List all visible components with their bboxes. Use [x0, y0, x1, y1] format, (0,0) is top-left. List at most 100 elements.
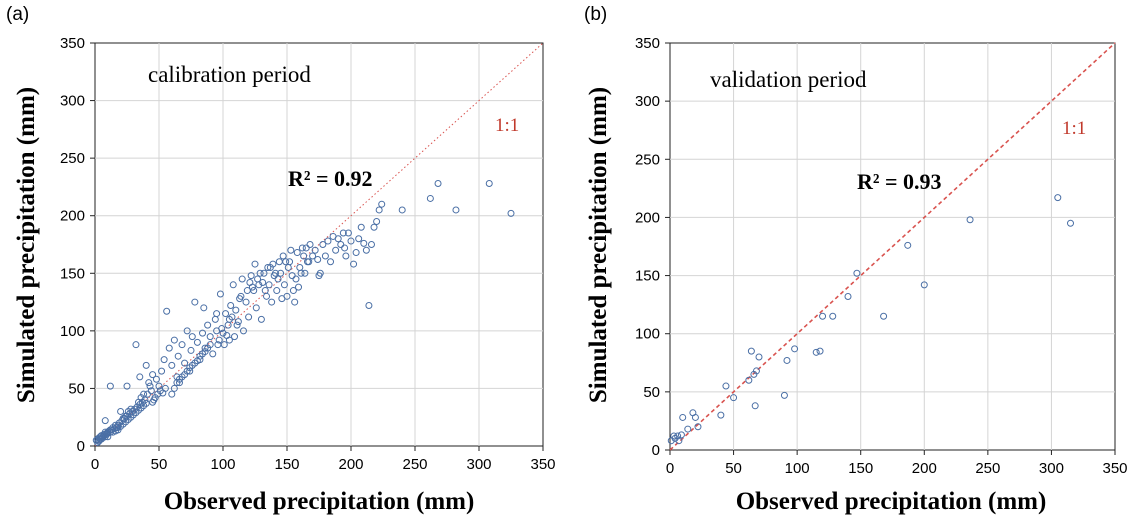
- y-tick-label: 250: [60, 150, 85, 167]
- data-point: [211, 315, 219, 323]
- data-point: [1054, 194, 1062, 202]
- data-point: [288, 272, 296, 280]
- data-point: [722, 382, 730, 390]
- data-point: [170, 384, 178, 392]
- y-tick-label: 100: [635, 326, 660, 343]
- data-point: [219, 329, 227, 337]
- x-tick-label: 0: [91, 456, 99, 473]
- data-point: [375, 206, 383, 214]
- x-tick-label: 200: [338, 456, 363, 473]
- data-point: [201, 344, 209, 352]
- data-point: [155, 382, 163, 390]
- data-point: [204, 321, 212, 329]
- data-point: [215, 336, 223, 344]
- data-point: [691, 413, 699, 421]
- data-point: [344, 229, 352, 237]
- data-point: [352, 249, 360, 257]
- data-point: [106, 382, 114, 390]
- y-tick-label: 50: [68, 380, 85, 397]
- data-point: [136, 373, 144, 381]
- y-tick-label: 200: [635, 209, 660, 226]
- data-point: [370, 223, 378, 231]
- y-tick-label: 0: [652, 442, 660, 459]
- y-tick-label: 200: [60, 208, 85, 225]
- data-point: [295, 283, 303, 291]
- data-point: [239, 327, 247, 335]
- data-point: [232, 306, 240, 314]
- data-point: [287, 246, 295, 254]
- data-point: [163, 307, 171, 315]
- one-to-one-line: [669, 42, 1116, 451]
- x-tick-label: 250: [402, 456, 427, 473]
- x-tick-label: 0: [666, 460, 674, 477]
- data-point: [791, 345, 799, 353]
- data-point: [206, 333, 214, 341]
- data-point: [223, 331, 231, 339]
- data-point: [228, 313, 236, 321]
- data-point: [780, 391, 788, 399]
- data-point: [321, 252, 329, 260]
- data-point: [200, 304, 208, 312]
- data-point: [485, 179, 493, 187]
- data-point: [183, 327, 191, 335]
- panel-a-annotation: calibration period: [148, 62, 311, 87]
- panel-a-plot-frame: [94, 42, 544, 447]
- data-point: [165, 344, 173, 352]
- data-point: [752, 367, 760, 375]
- data-point: [222, 310, 230, 318]
- data-point: [209, 350, 217, 358]
- data-point: [242, 298, 250, 306]
- data-point: [730, 394, 738, 402]
- x-tick-label: 100: [210, 456, 235, 473]
- data-point: [94, 439, 102, 447]
- data-point: [341, 244, 349, 252]
- data-point: [234, 318, 242, 326]
- data-point: [119, 414, 127, 422]
- data-point: [174, 352, 182, 360]
- data-point: [277, 269, 285, 277]
- data-point: [1067, 219, 1074, 227]
- data-point: [159, 389, 167, 397]
- data-point: [142, 399, 150, 407]
- data-point: [229, 281, 237, 289]
- data-point: [218, 325, 226, 333]
- data-point: [280, 281, 288, 289]
- data-point: [289, 287, 297, 295]
- y-tick-label: 350: [60, 35, 85, 52]
- one-to-one-line: [94, 42, 544, 447]
- data-point: [305, 258, 313, 266]
- data-point: [302, 244, 310, 252]
- x-tick-label: 250: [975, 460, 1000, 477]
- x-tick-label: 50: [725, 460, 742, 477]
- data-point: [853, 269, 861, 277]
- data-point: [357, 223, 365, 231]
- data-point: [248, 283, 256, 291]
- y-tick-label: 300: [635, 93, 660, 110]
- data-point: [146, 382, 154, 390]
- panel-a-points: [92, 179, 515, 447]
- data-point: [206, 341, 214, 349]
- data-point: [298, 244, 306, 252]
- data-point: [216, 290, 224, 298]
- data-point: [104, 428, 112, 436]
- data-point: [160, 356, 168, 364]
- data-point: [168, 390, 176, 398]
- data-point: [191, 298, 199, 306]
- panel-a-y-axis-title: Simulated precipitation (mm): [13, 87, 40, 403]
- data-point: [324, 237, 332, 245]
- data-point: [279, 252, 287, 260]
- data-point: [268, 298, 276, 306]
- data-point: [332, 246, 340, 254]
- data-point: [233, 321, 241, 329]
- data-point: [679, 413, 687, 421]
- panel-b: (b) 0 50 100 150 200 250 300 350 0 50 100 150 200 25…: [584, 4, 1128, 515]
- data-point: [220, 341, 228, 349]
- data-point: [259, 278, 267, 286]
- panel-b-points: [667, 194, 1074, 445]
- panel-b-reference-line: [669, 42, 1116, 451]
- panel-a-ref-line-label: 1:1: [495, 115, 519, 136]
- data-point: [269, 260, 277, 268]
- y-tick-label: 0: [77, 438, 85, 455]
- x-tick-label: 350: [530, 456, 555, 473]
- data-point: [101, 417, 109, 425]
